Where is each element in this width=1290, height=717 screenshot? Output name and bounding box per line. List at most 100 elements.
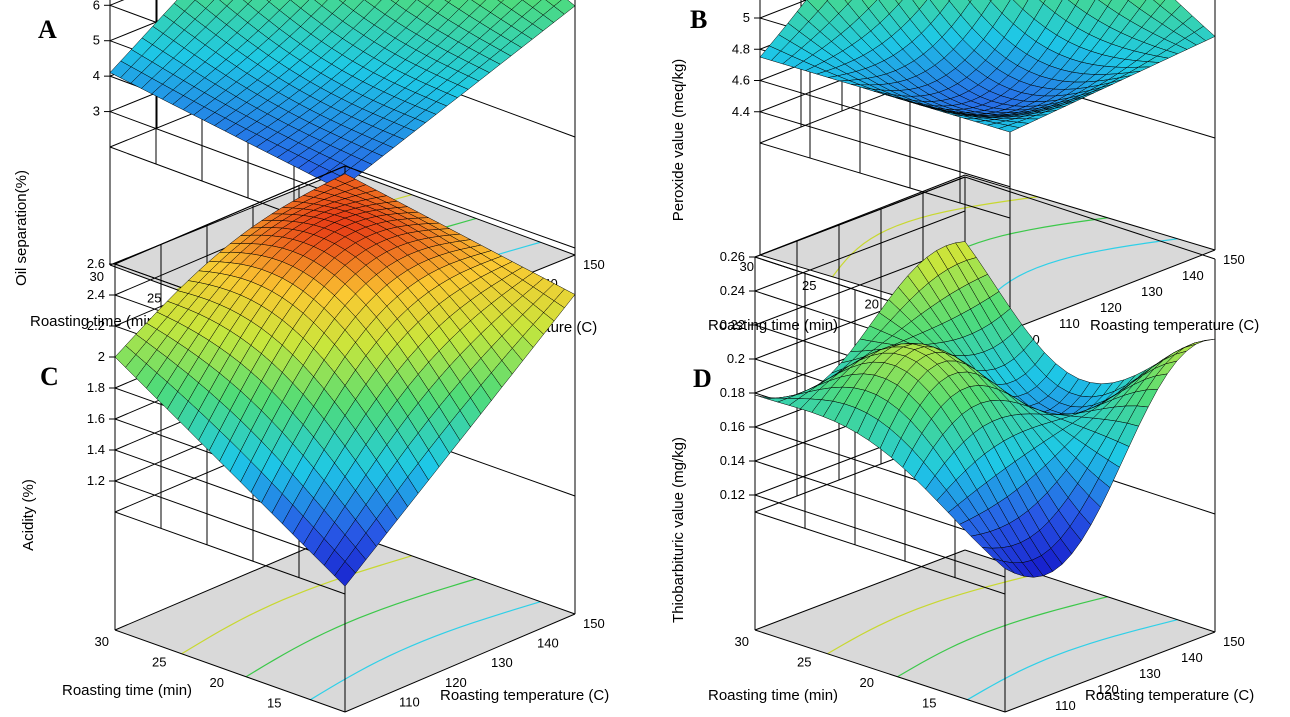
panel-a-surface-cell [444, 0, 452, 3]
panel-d-floor-edge [754, 629, 1006, 713]
panel-a-surface [109, 0, 576, 190]
panel-label-c: C [40, 362, 59, 391]
panel-b-x-tick-label: 120 [1100, 300, 1122, 315]
panel-a-surface-cell [266, 0, 272, 3]
panel-c-x-tick-label: 120 [445, 675, 467, 690]
panel-b-x-axis-label: Roasting temperature (C) [1090, 317, 1259, 334]
panel-b-surface-cell [1039, 0, 1046, 4]
panel-a-gridline [109, 111, 341, 198]
panel-b-x-tick-label: 130 [1141, 284, 1163, 299]
panel-c-gridline [114, 165, 346, 265]
panel-label-d: D [693, 364, 712, 393]
panel-b-gridline [759, 0, 808, 19]
panel-b-floor-contour [832, 196, 1038, 278]
panel-c-surface-cell [334, 561, 356, 587]
panel-c-z-tick-label: 2.2 [87, 318, 105, 333]
panel-b-surface-cell [967, 0, 972, 3]
panel-b-z-axis-label: Peroxide value (meq/kg) [670, 59, 687, 222]
panel-a-y-axis-label: Roasting time (min) [30, 313, 160, 330]
panel-c-y-tick-label: 25 [152, 655, 166, 670]
panel-d-x-tick-label: 100 [1013, 714, 1035, 717]
panel-d-frame-line [754, 511, 1006, 595]
panel-c-y-axis-label: Roasting time (min) [62, 682, 192, 699]
panel-a-surface-cell [390, 0, 400, 4]
panel-b-z-tick-label: 4.4 [732, 104, 750, 119]
panel-c-x-tick-label: 130 [491, 655, 513, 670]
panel-c-gridline [114, 480, 346, 564]
panel-b-x-tick-label: 140 [1182, 268, 1204, 283]
panel-b-x-tick-label: 110 [1059, 316, 1080, 331]
panel-b-z-tick-label: 5 [743, 10, 750, 25]
panel-a-gridline [109, 0, 213, 42]
panel-c-surface-plot: C Acidity (%) Roasting time (min) Roasti… [20, 165, 609, 717]
panel-d-gridline [754, 494, 1006, 578]
panel-c-y-tick-label: 20 [210, 675, 224, 690]
panel-d-x-tick-label: 120 [1097, 682, 1119, 697]
panel-d-surface-cell [993, 558, 1015, 574]
panel-a-surface-cell [242, 0, 253, 5]
panel-c-surface [114, 173, 576, 587]
panel-b-floor-edge [964, 174, 1216, 251]
panel-c-y-tick-label: 15 [267, 696, 281, 711]
panel-d-gridline [754, 176, 966, 258]
panel-d-floor-plane [755, 550, 1215, 712]
panel-c-z-tick-label: 1.2 [87, 473, 105, 488]
panel-d-floor-edge [1004, 631, 1216, 713]
panel-b-gridline [759, 80, 1011, 156]
panel-d-z-axis-label: Thiobarbituric value (mg/kg) [670, 437, 687, 623]
panel-d-frame-line [964, 176, 1216, 260]
panel-c-z-tick-label: 2 [98, 349, 105, 364]
panel-b-surface-cell [844, 0, 852, 5]
panel-c-z-tick-label: 2.6 [87, 256, 105, 271]
panel-d-y-axis-label: Roasting time (min) [708, 687, 838, 704]
panel-a-y-tick-label: 25 [147, 290, 161, 305]
panel-d-z-tick-label: 0.16 [720, 419, 745, 434]
panel-b-surface-cell [895, 0, 903, 5]
panel-a-z-tick-label: 4 [93, 68, 100, 83]
panel-a-floor-edge [344, 169, 576, 256]
panel-c-x-tick-label: 110 [399, 694, 420, 709]
panel-b-floor-edge [1009, 249, 1216, 331]
panel-d-y-tick-label: 30 [735, 634, 749, 649]
panel-d-z-tick-label: 0.24 [720, 283, 745, 298]
panel-d-y-tick-label: 25 [797, 655, 811, 670]
panel-d-x-tick-label: 110 [1055, 698, 1076, 713]
panel-a-x-tick-label: 150 [583, 257, 605, 272]
panel-b-z-tick-label: 4.6 [732, 73, 750, 88]
panel-c-frame-line [344, 165, 576, 249]
panel-c-x-tick-label: 140 [537, 636, 559, 651]
panel-c-x-tick-label: 100 [353, 714, 375, 717]
panel-b-y-axis-label: Roasting time (min) [708, 317, 838, 334]
panel-d-z-tick-label: 0.14 [720, 453, 745, 468]
panel-c-z-tick-label: 2.4 [87, 287, 105, 302]
panel-b-frame-line [759, 142, 1011, 219]
panel-d-surface-plot: D Thiobarbituric value (mg/kg) Roasting … [670, 176, 1254, 717]
panel-b-gridline [759, 111, 1011, 188]
panel-a-y-tick-label: 30 [90, 269, 104, 284]
panel-b-z-tick-label: 4.8 [732, 41, 750, 56]
panel-d-y-tick-label: 20 [860, 675, 874, 690]
panel-b-y-tick-label: 25 [802, 278, 816, 293]
panel-b-x-tick-label: 150 [1223, 252, 1245, 267]
panel-d-z-tick-label: 0.22 [720, 317, 745, 332]
panel-d-x-tick-label: 150 [1223, 634, 1245, 649]
panel-c-floor-contour [245, 578, 477, 678]
panel-c-floor-contour [181, 555, 412, 655]
panel-c-z-axis-label: Acidity (%) [20, 479, 37, 551]
panel-b-surface [759, 0, 1216, 133]
panel-c-x-axis-label: Roasting temperature (C) [440, 687, 609, 704]
panel-b-floor-plane [760, 175, 1215, 330]
panel-c-z-tick-label: 1.8 [87, 380, 105, 395]
panel-d-z-tick-label: 0.18 [720, 385, 745, 400]
panel-b-y-tick-label: 20 [865, 297, 879, 312]
panel-a-z-tick-label: 3 [93, 104, 100, 119]
panel-c-y-tick-label: 30 [95, 634, 109, 649]
panel-c-x-tick-label: 150 [583, 616, 605, 631]
panel-label-b: B [690, 5, 707, 34]
panel-d-gridline [754, 210, 966, 292]
panel-d-x-axis-label: Roasting temperature (C) [1085, 687, 1254, 704]
panel-d-z-tick-label: 0.26 [720, 249, 745, 264]
panel-d-surface [754, 241, 1216, 578]
panel-d-y-tick-label: 15 [922, 696, 936, 711]
